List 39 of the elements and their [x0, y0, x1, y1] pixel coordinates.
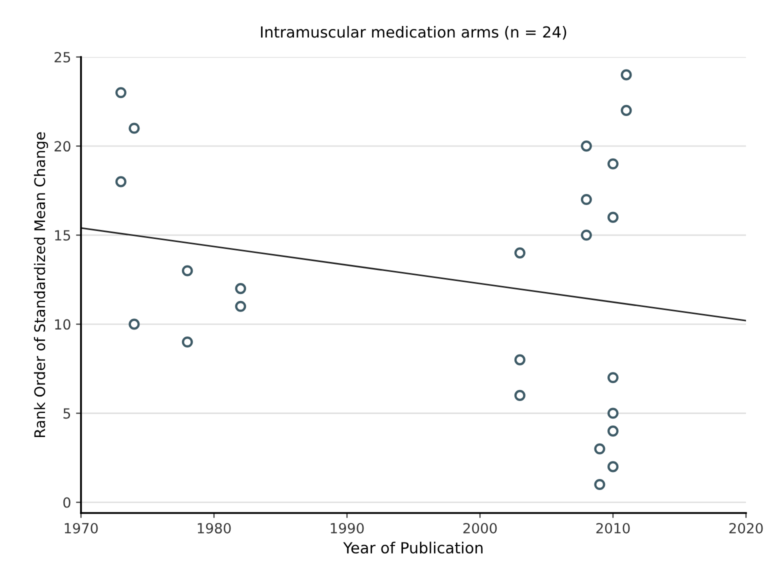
point	[128, 318, 140, 330]
point	[235, 300, 246, 312]
point	[235, 283, 246, 294]
chart-title: Intramuscular medication arms (n = 24)	[261, 26, 566, 40]
point	[182, 336, 193, 348]
point	[608, 212, 618, 223]
point	[580, 140, 592, 152]
point	[594, 479, 606, 490]
point	[608, 158, 618, 170]
point	[594, 443, 606, 454]
x-axis-title: Year of Publication	[343, 542, 483, 554]
x-tick-label: 2000	[463, 522, 497, 534]
point	[608, 426, 618, 437]
point	[115, 87, 126, 98]
x-tick-label: 2020	[729, 522, 763, 534]
point	[115, 176, 126, 188]
point	[620, 104, 632, 116]
y-axis-title: Rank Order of Standardized Mean Change	[34, 132, 48, 438]
point	[620, 69, 632, 80]
y-tick-label: 25	[54, 52, 70, 62]
point	[608, 372, 618, 384]
x-tick-label: 2010	[596, 522, 630, 534]
y-tick-label: 20	[54, 141, 70, 152]
point	[580, 194, 592, 205]
point	[608, 461, 618, 472]
point	[580, 230, 592, 241]
point	[514, 354, 526, 366]
y-tick-label: 0	[63, 497, 70, 508]
point	[514, 247, 526, 258]
x-tick-label: 1970	[64, 522, 98, 534]
point	[182, 265, 193, 276]
y-tick-label: 5	[64, 408, 70, 419]
x-tick-label: 1980	[198, 522, 231, 534]
y-tick-label: 10	[55, 319, 70, 330]
x-tick-label: 1990	[330, 522, 364, 534]
point	[128, 122, 140, 134]
point	[514, 390, 526, 401]
y-tick-label: 15	[55, 230, 70, 241]
point	[608, 408, 618, 419]
